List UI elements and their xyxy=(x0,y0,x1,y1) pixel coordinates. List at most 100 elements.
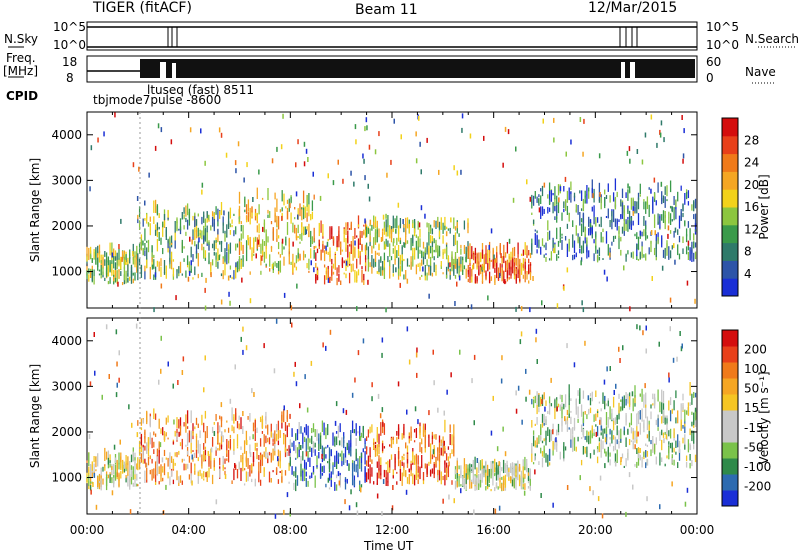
scatter-echo xyxy=(204,287,206,293)
scatter-echo xyxy=(432,349,434,355)
scatter-echo xyxy=(97,137,99,143)
scatter-echo xyxy=(305,229,307,235)
scatter-echo xyxy=(680,346,683,352)
scatter-echo xyxy=(300,445,302,450)
scatter-echo xyxy=(177,380,179,385)
cpid-entry-2: tbjmode7pulse -8600 xyxy=(93,93,222,107)
scatter-echo xyxy=(555,437,557,443)
scatter-echo xyxy=(420,205,423,211)
x-tick-label: 12:00 xyxy=(375,523,410,537)
scatter-echo xyxy=(353,181,355,187)
scatter-echo xyxy=(210,272,212,278)
scatter-echo xyxy=(405,489,408,495)
scatter-echo xyxy=(603,379,606,385)
scatter-echo xyxy=(579,117,582,122)
scatter-echo xyxy=(490,228,493,234)
scatter-echo xyxy=(663,137,665,143)
colorbar-segment xyxy=(722,171,738,190)
scatter-echo xyxy=(379,413,382,419)
scatter-echo xyxy=(618,346,620,352)
scatter-echo xyxy=(240,336,242,342)
scatter-echo xyxy=(490,430,493,436)
scatter-echo xyxy=(580,260,582,266)
scatter-echo xyxy=(619,406,622,412)
scatter-echo xyxy=(325,245,327,251)
scatter-echo xyxy=(220,402,223,408)
scatter-echo xyxy=(173,419,175,425)
scatter-echo xyxy=(681,115,683,120)
scatter-echo xyxy=(687,240,690,246)
scatter-echo xyxy=(103,131,105,137)
scatter-echo xyxy=(366,125,368,131)
scatter-echo xyxy=(327,277,330,283)
scatter-echo xyxy=(566,485,569,490)
scatter-echo xyxy=(89,186,91,192)
scatter-echo xyxy=(365,117,368,123)
scatter-echo xyxy=(274,513,277,519)
scatter-echo xyxy=(289,413,291,419)
scatter-echo xyxy=(161,457,164,463)
scatter-echo xyxy=(368,196,371,202)
scatter-echo xyxy=(625,511,627,517)
scatter-echo xyxy=(153,307,155,313)
scatter-echo xyxy=(95,504,98,510)
scatter-echo xyxy=(632,210,635,216)
nsearch-label: N.Search xyxy=(745,32,800,46)
scatter-echo xyxy=(188,270,191,276)
scatter-echo xyxy=(449,262,451,268)
colorbar-tick-label: -50 xyxy=(744,440,764,454)
scatter-echo xyxy=(135,323,138,329)
scatter-echo xyxy=(667,225,670,231)
scatter-echo xyxy=(382,479,385,484)
scatter-echo xyxy=(160,283,163,289)
scatter-echo xyxy=(400,134,402,140)
scatter-echo xyxy=(604,395,606,401)
scatter-echo xyxy=(406,409,408,415)
scatter-echo xyxy=(674,227,677,233)
scatter-echo xyxy=(271,158,274,164)
scatter-echo xyxy=(627,183,629,189)
scatter-echo xyxy=(456,170,459,176)
scatter-echo xyxy=(368,144,371,150)
scatter-echo xyxy=(359,436,362,441)
scatter-echo xyxy=(671,481,673,487)
scatter-echo xyxy=(599,419,601,425)
scatter-echo xyxy=(381,511,383,516)
scatter-echo xyxy=(564,176,567,182)
scatter-echo xyxy=(448,494,450,500)
scatter-echo xyxy=(492,395,494,401)
scatter-echo xyxy=(303,141,306,147)
scatter-echo xyxy=(271,264,274,269)
scatter-echo xyxy=(198,237,200,243)
scatter-echo xyxy=(606,276,608,282)
scatter-echo xyxy=(584,340,586,346)
scatter-echo xyxy=(433,380,435,386)
colorbar-segment xyxy=(722,118,738,137)
scatter-echo xyxy=(536,359,538,364)
scatter-echo xyxy=(385,307,387,313)
scatter-echo xyxy=(581,300,583,306)
scatter-echo xyxy=(566,267,569,273)
scatter-echo xyxy=(286,492,289,498)
scatter-echo xyxy=(395,267,397,273)
colorbar-tick-label: 100 xyxy=(744,362,767,376)
scatter-echo xyxy=(251,388,253,394)
scatter-echo xyxy=(626,150,629,156)
y-tick-label: 4000 xyxy=(51,334,82,348)
scatter-echo xyxy=(686,280,689,286)
scatter-echo xyxy=(207,450,210,456)
scatter-echo xyxy=(629,306,631,312)
scatter-echo xyxy=(543,182,546,188)
scatter-echo xyxy=(450,372,452,378)
scatter-echo xyxy=(656,142,658,148)
scatter-echo xyxy=(500,378,503,384)
scatter-echo xyxy=(636,324,638,330)
scatter-echo xyxy=(404,242,406,248)
scatter-echo xyxy=(615,383,617,389)
scatter-echo xyxy=(469,133,472,139)
scatter-echo xyxy=(257,239,259,245)
scatter-echo xyxy=(644,132,647,138)
scatter-echo xyxy=(280,144,283,150)
colorbar-segment xyxy=(722,330,738,347)
colorbar-segment xyxy=(722,474,738,491)
